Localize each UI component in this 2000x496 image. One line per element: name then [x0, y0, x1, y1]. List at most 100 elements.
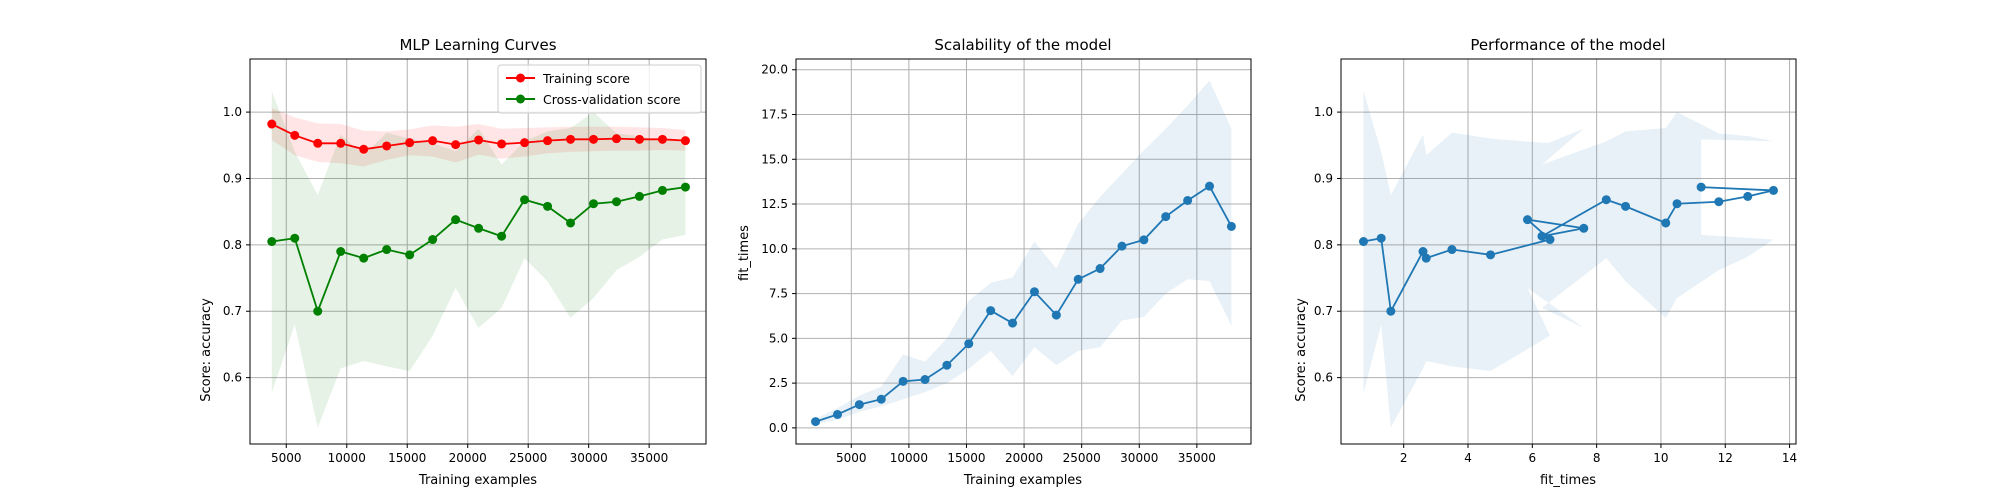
y-tick-label: 1.0: [1314, 105, 1333, 119]
x-tick-label: 35000: [630, 451, 668, 465]
data-point: [520, 138, 530, 148]
data-point: [942, 360, 952, 370]
data-point: [1537, 231, 1547, 241]
data-point: [1205, 181, 1215, 191]
y-tick-label: 5.0: [769, 331, 788, 345]
data-point: [1696, 182, 1706, 192]
x-tick-label: 5000: [836, 451, 867, 465]
x-tick-label: 14: [1782, 451, 1797, 465]
data-point: [1672, 199, 1682, 209]
data-point: [1486, 250, 1496, 260]
x-tick-label: 25000: [1063, 451, 1101, 465]
x-tick-label: 12: [1718, 451, 1733, 465]
data-point: [290, 130, 300, 140]
data-point: [267, 237, 277, 247]
data-point: [474, 223, 484, 233]
data-point: [428, 235, 438, 245]
data-point: [1376, 233, 1386, 243]
data-point: [1029, 287, 1039, 297]
data-point: [634, 134, 644, 144]
x-tick-label: 2: [1400, 451, 1408, 465]
axes-frame: [249, 58, 707, 445]
data-point: [543, 201, 553, 211]
data-point: [543, 136, 553, 146]
data-point: [1161, 212, 1171, 222]
data-point: [1621, 201, 1631, 211]
x-tick-label: 5000: [271, 451, 302, 465]
data-point: [313, 306, 323, 316]
data-point: [1008, 318, 1018, 328]
y-tick-label: 0.7: [1314, 304, 1333, 318]
scalability-panel: Scalability of the model Training exampl…: [737, 36, 1252, 488]
data-point: [428, 136, 438, 146]
data-point: [1117, 241, 1127, 251]
data-point: [336, 138, 346, 148]
data-point: [589, 199, 599, 209]
data-point: [832, 409, 842, 419]
x-tick-label: 6: [1529, 451, 1537, 465]
y-tick-label: 0.7: [223, 304, 242, 318]
y-tick-label: 17.5: [761, 108, 788, 122]
plot-area: 5000 10000 15000 20000 25000 30000 35000 0.0 2.5…: [761, 58, 1252, 465]
data-point: [267, 119, 277, 129]
data-point: [336, 247, 346, 256]
data-point: [497, 139, 507, 149]
x-tick-label: 30000: [570, 451, 608, 465]
data-point: [657, 134, 667, 144]
data-point: [964, 339, 974, 349]
data-point: [680, 136, 690, 146]
x-tick-label: 35000: [1178, 451, 1216, 465]
x-tick-label: 25000: [509, 451, 547, 465]
data-point: [1447, 245, 1457, 255]
data-point: [1095, 264, 1105, 274]
y-tick-label: 0.8: [1314, 238, 1333, 252]
y-tick-label: 15.0: [761, 152, 788, 166]
std-band: [1363, 90, 1774, 428]
data-point: [474, 135, 484, 145]
y-tick-label: 0.9: [223, 171, 242, 185]
x-tick-label: 4: [1464, 451, 1472, 465]
x-tick-label: 8: [1593, 451, 1601, 465]
data-point: [520, 195, 530, 205]
data-point: [1523, 215, 1533, 225]
axes-frame: [795, 58, 1252, 445]
panel-title: Performance of the model: [1470, 36, 1665, 54]
data-point: [451, 140, 461, 150]
data-point: [1768, 185, 1778, 195]
data-point: [876, 394, 886, 404]
data-point: [313, 138, 323, 148]
y-axis-label: Score: accuracy: [199, 298, 214, 402]
x-tick-label: 10000: [890, 451, 928, 465]
axes-frame: [1340, 58, 1797, 445]
series-line: [815, 184, 1233, 423]
x-tick-label: 15000: [388, 451, 426, 465]
std-band: [271, 90, 686, 428]
x-tick-label: 30000: [1120, 451, 1158, 465]
y-tick-label: 0.9: [1314, 171, 1333, 185]
y-tick-label: 0.8: [223, 238, 242, 252]
panel-title: Scalability of the model: [934, 36, 1111, 54]
data-point: [920, 375, 930, 385]
data-point: [657, 185, 667, 195]
data-point: [811, 417, 821, 427]
data-point: [1579, 223, 1589, 233]
data-point: [1714, 197, 1724, 207]
data-point: [854, 400, 864, 410]
data-point: [566, 134, 576, 144]
data-point: [359, 144, 369, 154]
y-tick-label: 1.0: [223, 105, 242, 119]
data-point: [1139, 235, 1149, 245]
data-point: [680, 182, 690, 192]
plot-area: 5000 10000 15000 20000 25000 30000 35000 0.6 0.7…: [223, 58, 707, 465]
legend-marker-cross-validation: [516, 94, 525, 104]
y-tick-label: 2.5: [769, 376, 788, 390]
data-point: [611, 197, 621, 207]
y-tick-label: 20.0: [761, 63, 788, 77]
x-tick-label: 20000: [1005, 451, 1043, 465]
data-point: [1226, 221, 1236, 231]
legend-box: [497, 64, 702, 114]
data-point: [1073, 274, 1083, 284]
data-point: [382, 141, 392, 151]
